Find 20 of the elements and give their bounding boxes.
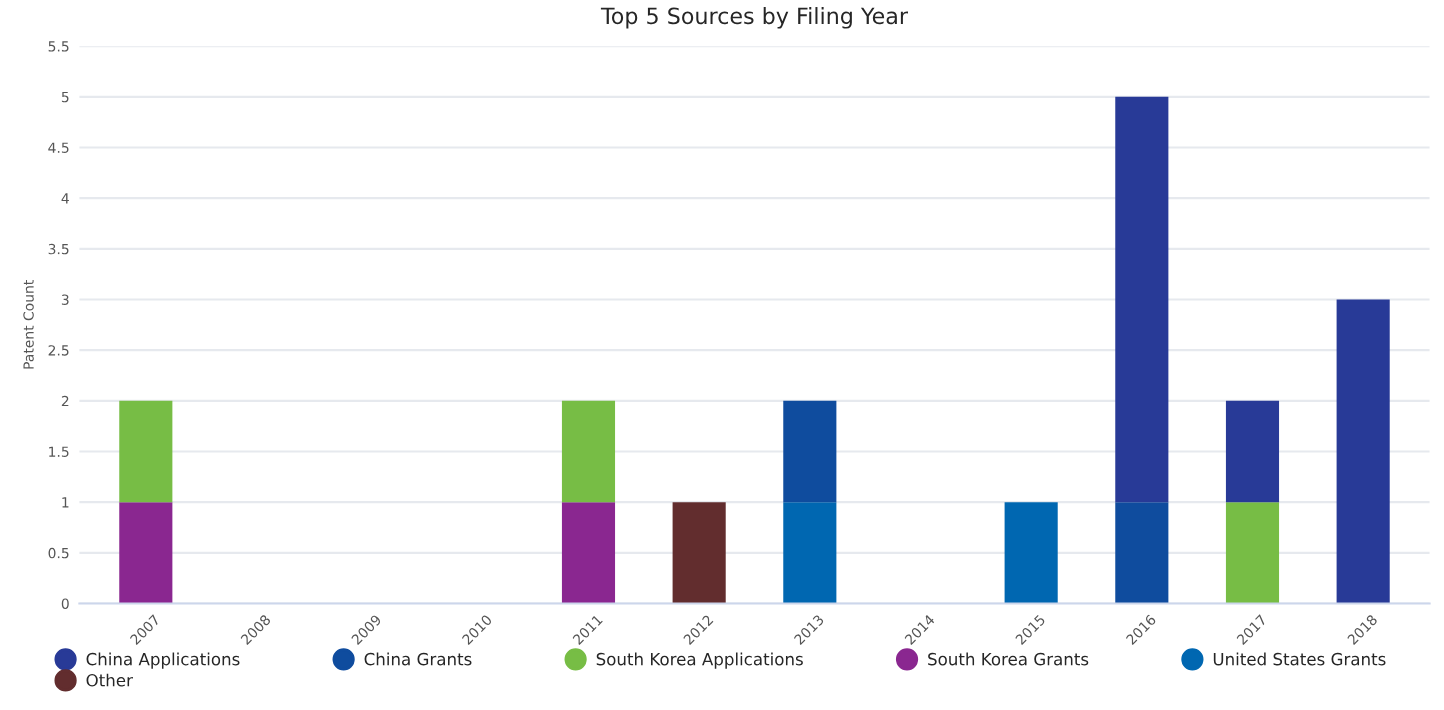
bar	[1225, 502, 1280, 604]
bar	[783, 502, 837, 604]
bar	[1336, 299, 1390, 604]
legend-label: Other	[86, 673, 133, 687]
bar	[783, 400, 837, 503]
legend-label: South Korea Applications	[596, 652, 803, 669]
bar	[561, 400, 616, 503]
bar	[119, 400, 173, 503]
legend-label: China Grants	[364, 652, 472, 666]
legend-label: China Applications	[86, 652, 240, 669]
bar	[672, 502, 726, 604]
bar	[1115, 96, 1169, 503]
bar	[1115, 502, 1169, 604]
chart-title: Top 5 Sources by Filing Year	[600, 7, 909, 29]
bar	[119, 502, 173, 604]
bar	[1225, 400, 1280, 503]
legend-label: South Korea Grants	[928, 652, 1089, 666]
bar	[561, 502, 616, 604]
legend-label: United States Grants	[1213, 652, 1386, 666]
bar	[1004, 502, 1058, 604]
